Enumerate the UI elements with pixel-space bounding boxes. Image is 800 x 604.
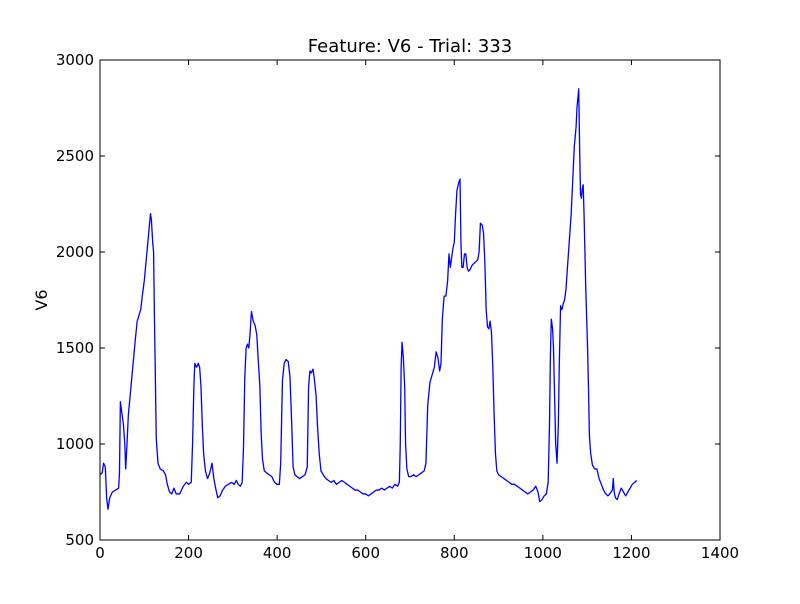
x-axis-ticks: 0 200 400 600 800 1000 1200 1400 — [95, 60, 739, 562]
y-tick-label: 2500 — [56, 147, 94, 165]
x-tick-label: 400 — [263, 544, 292, 562]
y-tick-label: 1500 — [56, 339, 94, 357]
series-line-v6 — [99, 88, 638, 510]
y-tick-label: 2000 — [56, 243, 94, 261]
plot-area: 0 200 400 600 800 1000 1200 1400 500 1000 1500 200… — [56, 51, 739, 562]
x-tick-label: 1000 — [524, 544, 562, 562]
plot-frame — [99, 59, 721, 541]
y-axis-label: V6 — [32, 289, 51, 310]
chart-title: Feature: V6 - Trial: 333 — [308, 36, 512, 57]
x-tick-label: 1200 — [612, 544, 650, 562]
x-tick-label: 800 — [440, 544, 469, 562]
y-tick-label: 500 — [65, 531, 94, 549]
y-axis-ticks: 500 1000 1500 2000 2500 3000 — [56, 51, 720, 549]
x-tick-label: 600 — [351, 544, 380, 562]
series-layer — [99, 88, 638, 510]
y-tick-label: 1000 — [56, 435, 94, 453]
x-tick-label: 200 — [174, 544, 203, 562]
x-tick-label: 0 — [95, 544, 105, 562]
y-tick-label: 3000 — [56, 51, 94, 69]
x-tick-label: 1400 — [701, 544, 739, 562]
